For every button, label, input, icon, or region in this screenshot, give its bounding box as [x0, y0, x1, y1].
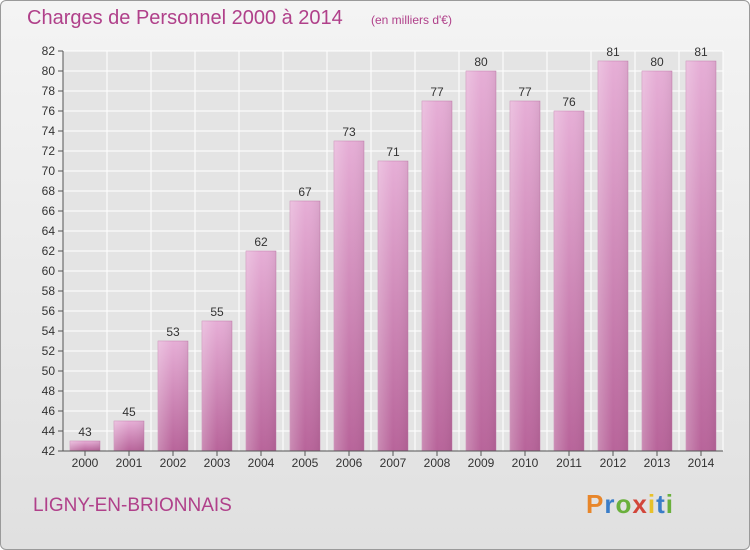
bar-shine — [290, 201, 320, 451]
y-tick-label: 46 — [42, 404, 56, 418]
data-label: 73 — [342, 125, 356, 139]
bar-shine — [378, 161, 408, 451]
data-label: 76 — [562, 95, 576, 109]
y-tick-label: 42 — [42, 444, 56, 458]
bar-shine — [466, 71, 496, 451]
chart-subtitle: (en milliers d'€) — [371, 13, 452, 27]
y-tick-label: 44 — [42, 424, 56, 438]
y-tick-label: 78 — [42, 84, 56, 98]
x-tick-label: 2006 — [336, 456, 363, 470]
y-tick-label: 58 — [42, 284, 56, 298]
data-label: 77 — [518, 85, 532, 99]
y-tick-label: 80 — [42, 64, 56, 78]
data-label: 77 — [430, 85, 444, 99]
y-tick-label: 56 — [42, 304, 56, 318]
data-label: 55 — [210, 305, 224, 319]
bar-shine — [554, 111, 584, 451]
data-label: 71 — [386, 145, 400, 159]
x-tick-label: 2012 — [600, 456, 627, 470]
bar-shine — [246, 251, 276, 451]
x-tick-label: 2013 — [644, 456, 671, 470]
y-tick-label: 54 — [42, 324, 56, 338]
data-label: 62 — [254, 235, 268, 249]
bar-shine — [510, 101, 540, 451]
x-tick-label: 2004 — [248, 456, 275, 470]
y-tick-label: 50 — [42, 364, 56, 378]
y-tick-label: 60 — [42, 264, 56, 278]
y-tick-label: 76 — [42, 104, 56, 118]
bar-shine — [70, 441, 100, 451]
bars: 43 45 53 55 62 67 73 71 77 80 77 76 81 80 81 — [69, 45, 717, 452]
y-tick-label: 62 — [42, 244, 56, 258]
data-label: 45 — [122, 405, 136, 419]
data-label: 67 — [298, 185, 312, 199]
y-tick-label: 82 — [42, 44, 56, 58]
axes: 42 44 46 48 50 52 54 56 58 60 62 64 66 68 70 72 74 76 78 80… — [42, 44, 723, 470]
y-tick-label: 68 — [42, 184, 56, 198]
bar-shine — [334, 141, 364, 451]
bar-shine — [642, 71, 672, 451]
y-tick-label: 70 — [42, 164, 56, 178]
y-tick-label: 52 — [42, 344, 56, 358]
x-tick-label: 2011 — [556, 456, 582, 470]
bar-shine — [422, 101, 452, 451]
data-label: 81 — [694, 45, 708, 59]
x-tick-label: 2000 — [72, 456, 99, 470]
location-name: LIGNY-EN-BRIONNAIS — [33, 495, 232, 516]
x-tick-label: 2009 — [468, 456, 495, 470]
y-tick-label: 66 — [42, 204, 56, 218]
bar-shine — [202, 321, 232, 451]
data-label: 43 — [78, 425, 92, 439]
x-tick-label: 2008 — [424, 456, 451, 470]
data-label: 53 — [166, 325, 180, 339]
y-tick-label: 48 — [42, 384, 56, 398]
bar-shine — [686, 61, 716, 451]
data-label: 80 — [650, 55, 664, 69]
y-tick-label: 72 — [42, 144, 56, 158]
bar-shine — [114, 421, 144, 451]
y-tick-label: 64 — [42, 224, 56, 238]
data-label: 81 — [606, 45, 620, 59]
y-tick-label: 74 — [42, 124, 56, 138]
x-tick-label: 2014 — [688, 456, 715, 470]
bar-shine — [158, 341, 188, 451]
x-tick-label: 2002 — [160, 456, 187, 470]
x-tick-label: 2007 — [380, 456, 407, 470]
x-tick-label: 2003 — [204, 456, 231, 470]
data-label: 80 — [474, 55, 488, 69]
bar-shine — [598, 61, 628, 451]
chart-title: Charges de Personnel 2000 à 2014 — [27, 7, 343, 29]
x-tick-label: 2010 — [512, 456, 539, 470]
x-tick-label: 2005 — [292, 456, 319, 470]
proxiti-logo[interactable]: Proxiti — [586, 489, 674, 519]
x-tick-label: 2001 — [116, 456, 143, 470]
